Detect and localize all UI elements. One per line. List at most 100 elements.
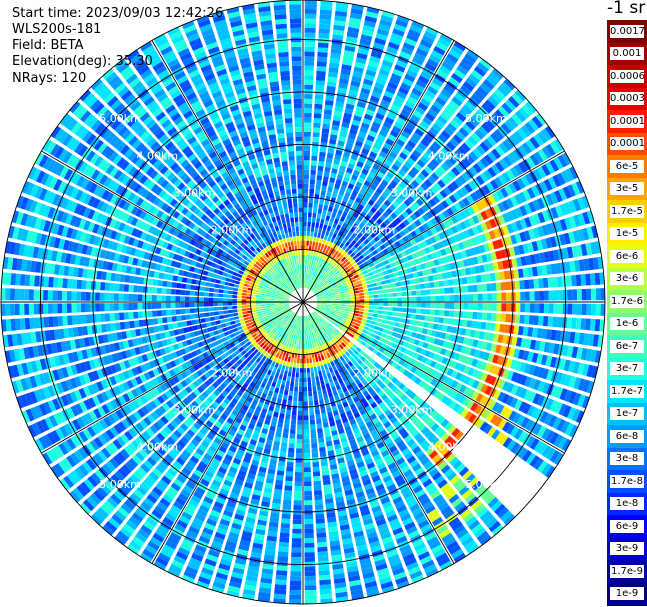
- ray-gate: [294, 324, 297, 330]
- ray-gate: [483, 352, 490, 361]
- ray-gate: [545, 237, 553, 249]
- ray-gate: [303, 372, 307, 378]
- ray-gate: [350, 252, 356, 258]
- ray-gate: [374, 558, 387, 567]
- ray-gate: [83, 399, 92, 411]
- ray-gate: [322, 327, 327, 333]
- ray-gate: [310, 265, 313, 270]
- ray-gate: [335, 149, 343, 156]
- ray-gate: [591, 288, 597, 301]
- ray-gate: [295, 467, 302, 473]
- ray-gate: [234, 394, 241, 401]
- ray-gate: [354, 302, 360, 305]
- ray-gate: [346, 31, 359, 39]
- ray-gate: [185, 566, 198, 575]
- ray-gate: [38, 436, 49, 450]
- ray-gate: [308, 284, 311, 289]
- ray-gate: [541, 382, 550, 394]
- ray-gate: [492, 333, 499, 343]
- ray-gate: [331, 332, 337, 337]
- ray-gate: [346, 561, 358, 568]
- ray-gate: [112, 454, 123, 466]
- ray-gate: [267, 434, 274, 441]
- ray-gate: [245, 341, 252, 347]
- ray-gate: [139, 482, 151, 493]
- ray-gate: [160, 415, 169, 425]
- ray-gate: [452, 134, 463, 144]
- ray-gate: [295, 320, 298, 325]
- ray-gate: [394, 474, 404, 483]
- ray-gate: [363, 20, 376, 28]
- ray-gate: [322, 322, 327, 327]
- ray-gate: [261, 457, 269, 464]
- ray-gate: [475, 483, 486, 495]
- ray-gate: [324, 289, 329, 293]
- ray-gate: [348, 286, 354, 290]
- ray-gate: [295, 324, 298, 330]
- ray-gate: [218, 466, 227, 475]
- ray-gate: [152, 532, 165, 543]
- ray-gate: [344, 292, 350, 296]
- ray-gate: [354, 257, 361, 263]
- ray-gate: [347, 349, 353, 355]
- ray-gate: [463, 229, 471, 239]
- ray-gate: [329, 258, 334, 264]
- ray-gate: [557, 154, 568, 168]
- ray-gate: [479, 534, 492, 546]
- ray-gate: [167, 536, 180, 546]
- ray-gate: [419, 555, 433, 565]
- ray-gate: [428, 245, 436, 253]
- ray-gate: [303, 254, 306, 260]
- ray-gate: [289, 386, 294, 392]
- ray-gate: [316, 272, 320, 278]
- ray-gate: [303, 429, 310, 435]
- ray-gate: [72, 487, 84, 500]
- ray-gate: [370, 51, 382, 59]
- ray-gate: [359, 350, 366, 356]
- ray-gate: [320, 317, 325, 321]
- ray-gate: [357, 177, 365, 184]
- ray-gate: [93, 453, 104, 465]
- ray-gate: [471, 69, 484, 81]
- ray-gate: [70, 435, 81, 448]
- ray-gate: [494, 323, 501, 332]
- ray-gate: [333, 573, 345, 580]
- ray-gate: [283, 325, 288, 330]
- ray-gate: [392, 470, 402, 479]
- ray-gate: [244, 579, 257, 587]
- ray-gate: [307, 221, 311, 227]
- ray-gate: [333, 158, 341, 165]
- ray-gate: [508, 96, 520, 108]
- ray-gate: [341, 156, 349, 163]
- ray-gate: [303, 368, 307, 373]
- ray-gate: [244, 521, 255, 529]
- ray-gate: [356, 319, 362, 324]
- ray-gate: [364, 15, 378, 23]
- ray-gate: [329, 351, 334, 357]
- ray-gate: [469, 151, 479, 162]
- ray-gate: [363, 143, 372, 151]
- ray-gate: [162, 494, 174, 504]
- ray-gate: [196, 369, 204, 377]
- ray-gate: [288, 443, 295, 449]
- ray-gate: [317, 303, 322, 305]
- ray-gate: [550, 207, 559, 219]
- ray-gate: [337, 388, 343, 395]
- ray-gate: [384, 409, 392, 417]
- ray-gate: [510, 359, 518, 370]
- ray-gate: [444, 247, 452, 255]
- ray-gate: [541, 428, 551, 440]
- ray-gate: [346, 384, 353, 391]
- ray-gate: [473, 303, 478, 311]
- ray-gate: [367, 187, 375, 195]
- ray-gate: [384, 479, 395, 488]
- ray-gate: [502, 421, 511, 433]
- ray-gate: [345, 299, 351, 302]
- ray-gate: [287, 356, 291, 362]
- ray-gate: [80, 481, 92, 494]
- ray-gate: [572, 198, 582, 212]
- ray-gate: [276, 318, 281, 323]
- ray-gate: [344, 308, 350, 312]
- ray-gate: [342, 285, 348, 289]
- ray-gate: [332, 477, 341, 484]
